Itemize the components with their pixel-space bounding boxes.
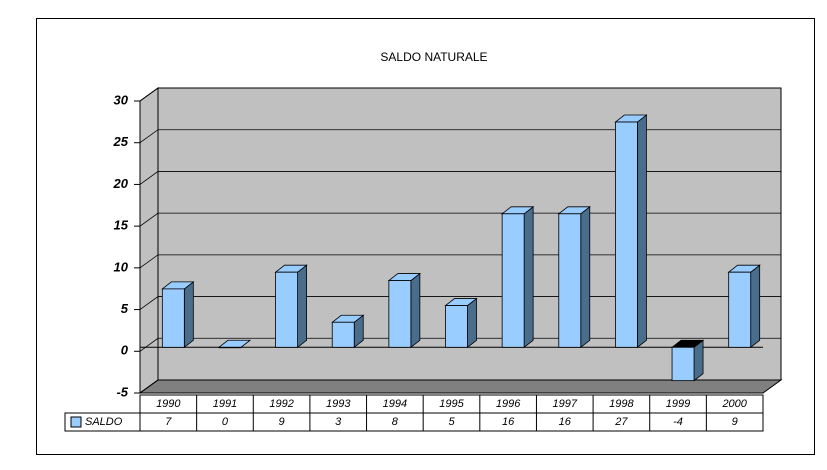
bar xyxy=(445,305,468,348)
bar xyxy=(388,280,412,348)
bar xyxy=(331,321,355,348)
bar xyxy=(728,271,752,348)
y-tick-label: 15 xyxy=(114,218,129,233)
bar-side xyxy=(580,205,591,349)
y-tick-label: -5 xyxy=(116,384,128,399)
chart-title: SALDO NATURALE xyxy=(380,50,487,64)
bar xyxy=(218,346,242,349)
bar-side xyxy=(467,297,477,349)
table-value: 27 xyxy=(614,416,628,428)
bar xyxy=(275,271,298,348)
x-tick-label: 1996 xyxy=(496,398,521,410)
x-tick-label: 1994 xyxy=(383,398,407,410)
bar-side xyxy=(750,264,761,349)
x-tick-label: 1992 xyxy=(269,398,293,410)
y-tick-label: 30 xyxy=(114,92,129,107)
chart-border xyxy=(36,18,815,455)
x-tick-label: 1991 xyxy=(213,398,237,410)
grid-line xyxy=(139,379,781,394)
bar-side xyxy=(637,114,647,349)
x-tick-label: 1995 xyxy=(439,398,464,410)
table-value: 0 xyxy=(222,416,229,428)
y-tick-label: 25 xyxy=(113,134,129,149)
table-value: 5 xyxy=(448,416,455,428)
table-value: -4 xyxy=(673,416,683,428)
x-tick-label: 2000 xyxy=(721,398,747,410)
bar-side xyxy=(183,281,194,349)
y-tick-label: 10 xyxy=(114,259,129,274)
table-label-cell xyxy=(64,412,141,432)
y-tick-label: 5 xyxy=(121,301,129,316)
y-tick-label: 20 xyxy=(113,176,129,191)
legend-label: SALDO xyxy=(85,416,123,428)
legend-key xyxy=(70,416,82,428)
grid-line xyxy=(139,129,781,144)
grid-line xyxy=(139,87,781,102)
bar-side xyxy=(523,205,534,349)
table-value: 16 xyxy=(559,416,572,428)
bar xyxy=(615,121,638,348)
table-value: 7 xyxy=(165,416,172,428)
table-value: 3 xyxy=(335,416,342,428)
x-tick-label: 1999 xyxy=(666,398,690,410)
table-value: 9 xyxy=(279,416,285,428)
x-tick-label: 1990 xyxy=(156,398,181,410)
bar-side xyxy=(297,264,307,349)
floor xyxy=(138,379,783,394)
table-value: 16 xyxy=(502,416,515,428)
bar-side xyxy=(410,272,421,349)
x-tick-label: 1998 xyxy=(609,398,634,410)
bar xyxy=(501,213,525,348)
x-tick-label: 1997 xyxy=(553,398,578,410)
bar xyxy=(671,346,695,382)
table-value: 9 xyxy=(732,416,738,428)
table-value: 8 xyxy=(392,416,399,428)
y-tick-label: 0 xyxy=(121,343,129,358)
x-tick-label: 1993 xyxy=(326,398,351,410)
bar xyxy=(161,288,185,348)
bar xyxy=(558,213,582,348)
grid-line xyxy=(139,171,781,185)
